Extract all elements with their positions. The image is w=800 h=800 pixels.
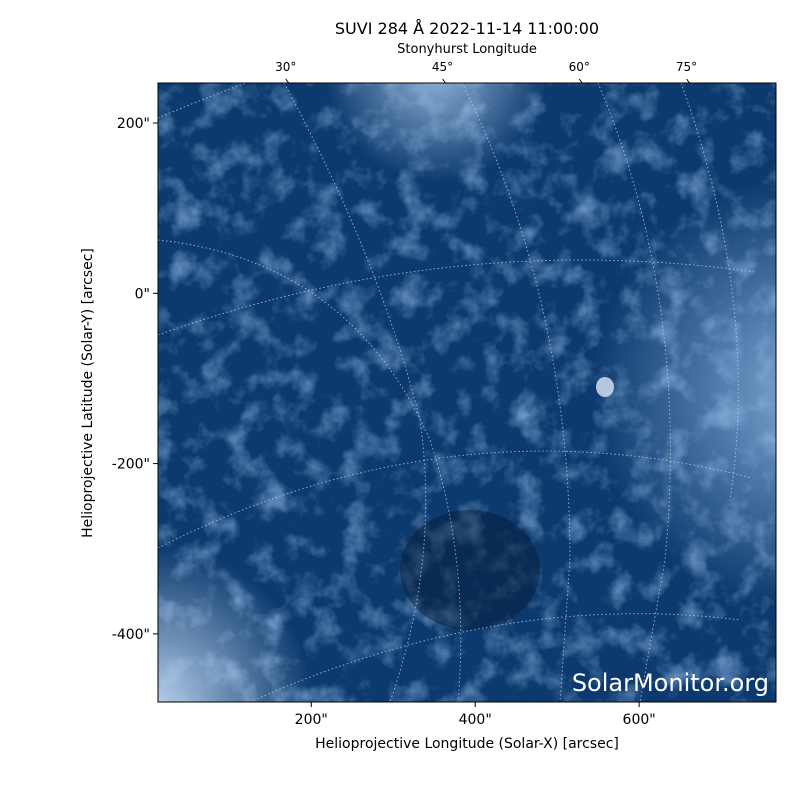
- y-axis-label: Helioprojective Latitude (Solar-Y) [arcs…: [80, 248, 96, 538]
- y-tick-label: 200": [117, 116, 150, 132]
- x-tick-label: 400": [459, 712, 492, 728]
- chart-title: SUVI 284 Å 2022-11-14 11:00:00: [335, 19, 599, 38]
- watermark: SolarMonitor.org: [572, 669, 769, 697]
- solar-image: SolarMonitor.org: [158, 83, 776, 702]
- bright-corner: [158, 83, 776, 702]
- x2-tick-label: 60°: [569, 60, 590, 74]
- coronal-hole: [400, 510, 540, 630]
- x2-tick: [442, 78, 446, 84]
- x2-tick: [578, 78, 583, 84]
- x2-tick-label: 45°: [432, 60, 453, 74]
- x2-tick: [686, 78, 690, 84]
- x2-tick-label: 30°: [275, 60, 296, 74]
- plot-frame: [157, 82, 777, 703]
- y-tick-label: -400": [112, 627, 150, 643]
- coordinate-grid: [158, 83, 756, 702]
- x-tick-label: 600": [623, 712, 656, 728]
- y-tick-label: -200": [112, 457, 150, 473]
- bright-point: [596, 377, 614, 397]
- x2-tick-label: 75°: [676, 60, 697, 74]
- x-axis-label: Helioprojective Longitude (Solar-X) [arc…: [315, 736, 619, 752]
- x2-axis-label: Stonyhurst Longitude: [397, 42, 537, 57]
- y-tick-label: 0": [135, 286, 150, 302]
- x2-tick: [285, 78, 290, 84]
- x-tick-label: 200": [295, 712, 328, 728]
